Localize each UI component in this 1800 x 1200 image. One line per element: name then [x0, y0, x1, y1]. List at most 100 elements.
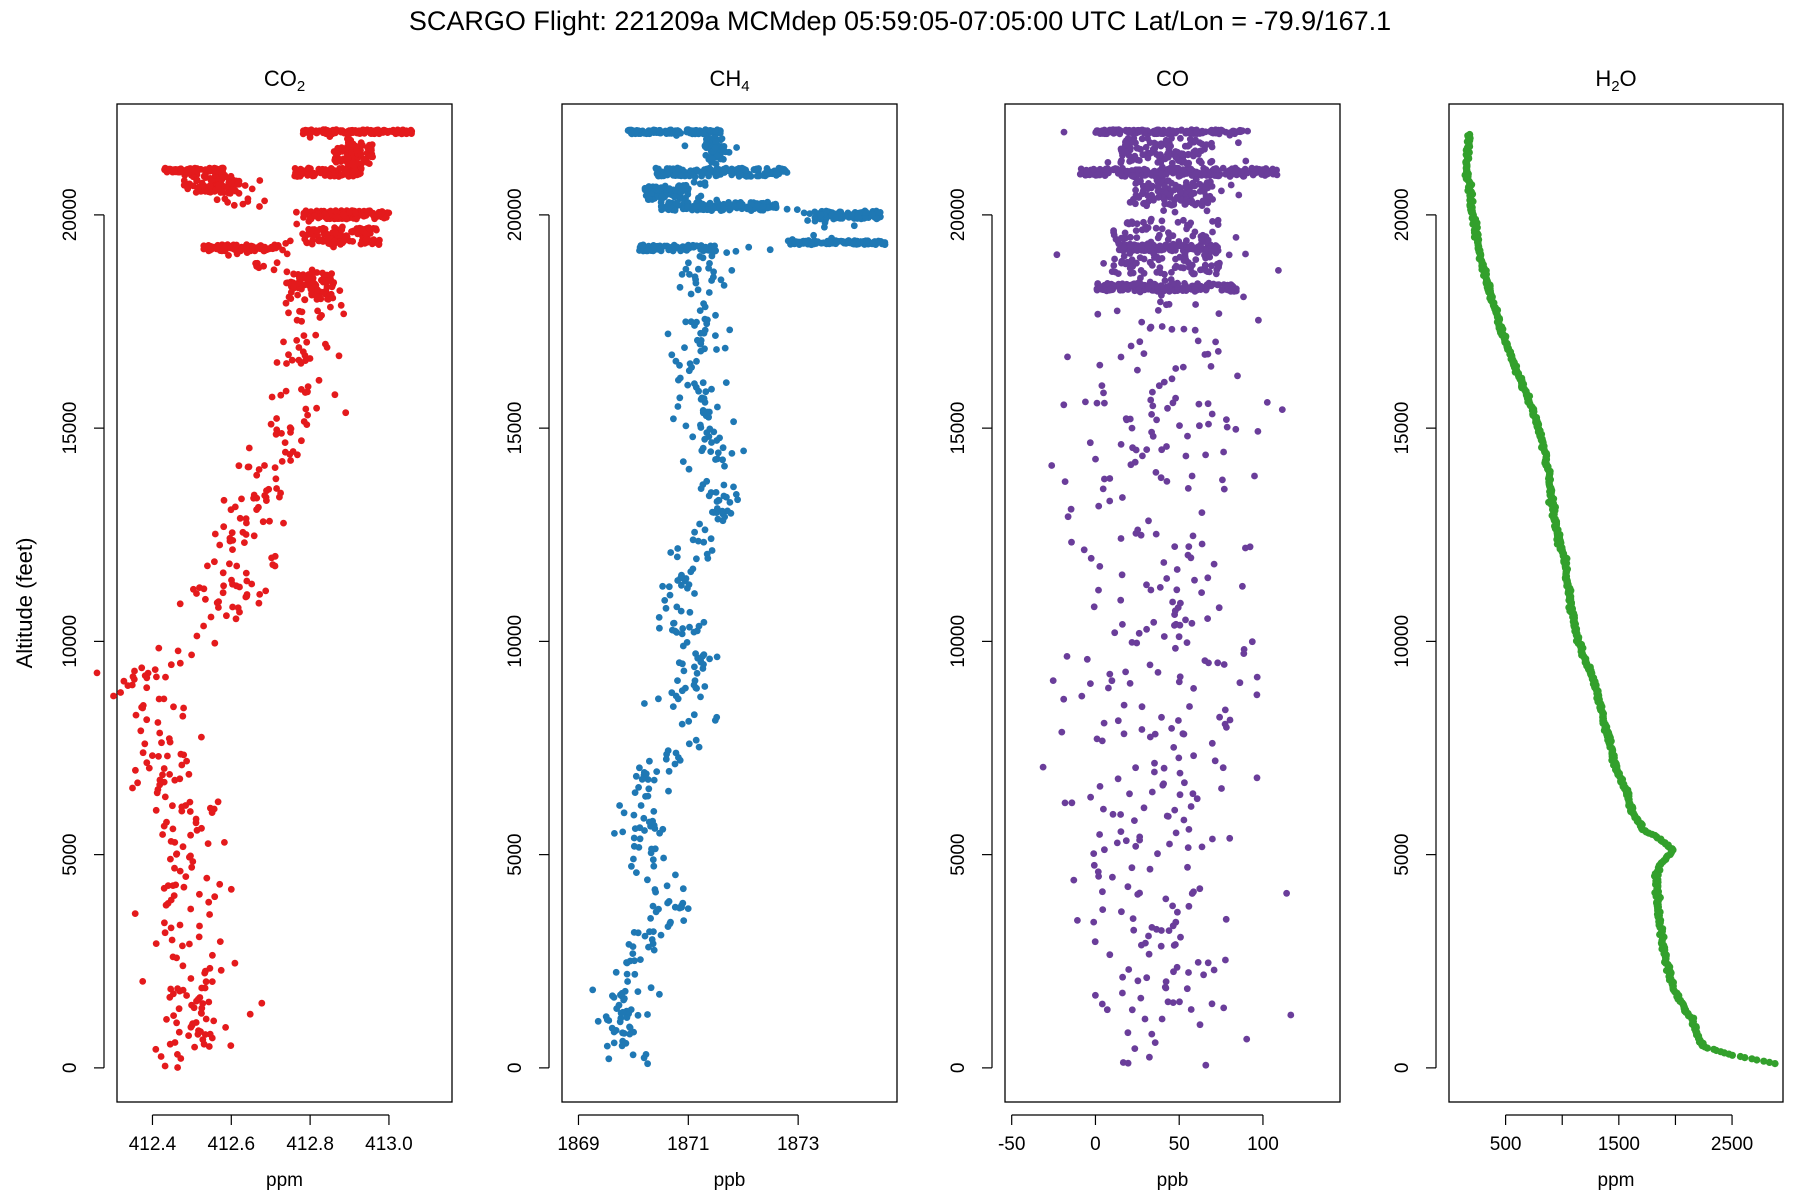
data-point	[1132, 764, 1139, 772]
data-point	[217, 966, 225, 974]
data-point	[1128, 639, 1136, 646]
data-point	[1209, 835, 1216, 843]
data-point	[716, 434, 723, 442]
data-point	[317, 237, 325, 244]
data-point	[1176, 769, 1184, 777]
data-point	[1138, 281, 1146, 289]
data-point	[229, 603, 237, 611]
data-point	[703, 550, 711, 558]
data-point	[186, 940, 193, 948]
data-point	[697, 246, 705, 253]
data-point	[248, 580, 256, 588]
data-point	[665, 583, 673, 591]
data-point	[185, 1032, 193, 1039]
data-point	[1192, 256, 1200, 263]
data-point	[1210, 280, 1217, 288]
data-point	[674, 164, 681, 172]
data-point	[1206, 253, 1214, 261]
data-point	[676, 361, 683, 369]
data-point	[650, 243, 657, 251]
data-point	[1090, 165, 1098, 173]
data-point	[681, 344, 688, 351]
data-point	[1127, 342, 1135, 350]
data-point	[1185, 826, 1193, 833]
data-point	[1078, 692, 1086, 700]
data-point	[1160, 764, 1168, 772]
data-point	[170, 892, 178, 899]
data-point	[1172, 153, 1180, 161]
data-point	[294, 451, 301, 459]
data-point	[1119, 621, 1126, 628]
data-point	[149, 752, 156, 759]
data-point	[229, 546, 236, 553]
data-point	[675, 182, 683, 190]
data-point	[331, 229, 339, 237]
data-point	[1221, 706, 1229, 714]
data-point	[627, 130, 635, 137]
data-point	[1082, 398, 1089, 406]
data-point	[1131, 817, 1138, 824]
data-point	[1240, 650, 1248, 657]
data-point	[1170, 201, 1178, 208]
data-point	[1184, 863, 1191, 871]
data-point	[1060, 128, 1068, 136]
data-point	[671, 760, 679, 768]
data-point	[117, 689, 124, 696]
data-point	[1149, 402, 1157, 410]
data-point	[1106, 475, 1114, 482]
data-point	[776, 165, 784, 173]
data-point	[1106, 951, 1114, 959]
data-point	[734, 496, 741, 504]
data-point	[1152, 127, 1160, 135]
data-point	[1067, 505, 1075, 513]
data-point	[631, 957, 638, 965]
data-point	[1123, 219, 1131, 227]
data-point	[226, 560, 233, 568]
data-point	[336, 287, 344, 294]
data-point	[656, 624, 663, 632]
data-point	[349, 140, 357, 148]
data-point	[1157, 151, 1164, 159]
data-point	[256, 177, 264, 184]
data-point	[1169, 127, 1177, 135]
data-point	[603, 1016, 611, 1024]
data-point	[273, 259, 281, 267]
data-point	[1151, 759, 1158, 767]
data-point	[337, 301, 345, 309]
data-point	[644, 776, 652, 783]
data-point	[364, 208, 372, 215]
data-point	[310, 169, 318, 177]
data-point	[665, 767, 673, 775]
data-point	[674, 403, 682, 410]
data-point	[1192, 136, 1199, 144]
data-point	[1202, 451, 1209, 459]
data-point	[219, 589, 227, 597]
data-point	[1208, 410, 1216, 418]
data-point	[1168, 159, 1176, 167]
data-point	[618, 1042, 626, 1050]
data-point	[281, 439, 289, 446]
data-point	[720, 492, 728, 500]
data-point	[677, 247, 684, 254]
data-point	[268, 393, 276, 401]
data-point	[1083, 167, 1091, 175]
data-point	[695, 265, 702, 273]
data-point	[1189, 532, 1197, 540]
data-point	[1132, 227, 1140, 235]
data-point	[1214, 167, 1222, 175]
data-point	[1157, 942, 1165, 950]
data-point	[674, 695, 682, 703]
data-point	[1200, 170, 1208, 177]
data-point	[280, 338, 287, 346]
data-point	[277, 489, 284, 497]
data-point	[630, 834, 638, 842]
data-point	[222, 1024, 230, 1031]
data-point	[323, 230, 331, 238]
data-point	[869, 239, 877, 247]
data-point	[124, 682, 132, 689]
data-point	[696, 520, 703, 528]
data-point	[143, 759, 151, 767]
data-point	[1185, 902, 1193, 910]
data-point	[680, 917, 688, 924]
data-point	[722, 379, 730, 386]
